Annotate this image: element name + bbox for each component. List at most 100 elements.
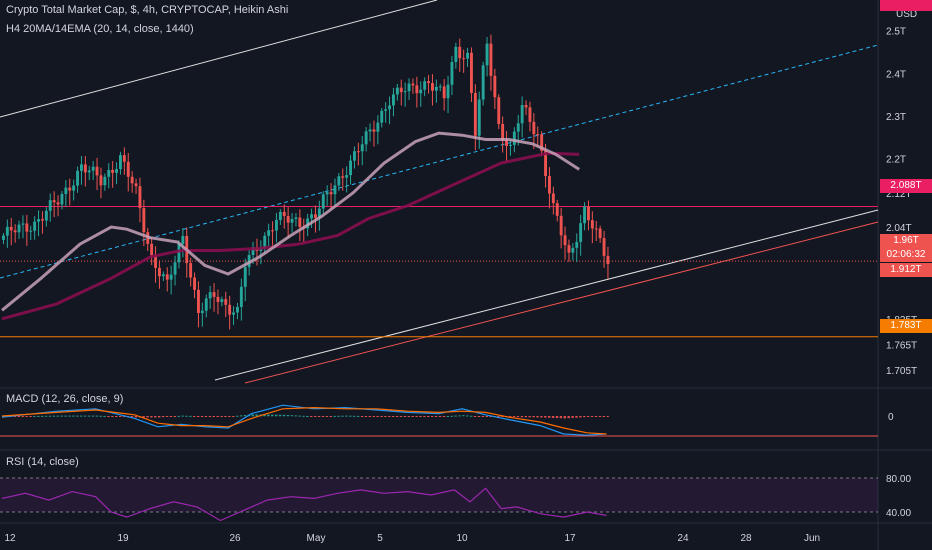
candle (349, 155, 352, 185)
candle (473, 84, 477, 151)
candle-body (536, 134, 540, 136)
candle (442, 79, 446, 111)
macd-histogram-bar (368, 416, 371, 417)
macd-histogram-bar (80, 415, 83, 417)
macd-histogram-bar (563, 416, 566, 419)
candle (294, 213, 298, 227)
macd-histogram-bar (392, 416, 395, 417)
candle-body (579, 223, 583, 242)
candle-body (298, 217, 302, 228)
candle-body (228, 304, 232, 315)
macd-histogram-bar (13, 416, 17, 417)
candle-body (462, 58, 466, 60)
macd-histogram-bar (25, 416, 28, 417)
candle-body (44, 210, 48, 221)
candle-body (41, 219, 44, 221)
y-tick-label: 1.765T (886, 340, 917, 351)
candle-body (60, 193, 64, 205)
candle (130, 171, 134, 193)
candle (64, 180, 68, 207)
candle (286, 207, 290, 238)
candle (403, 82, 407, 107)
candle-body (587, 206, 590, 221)
macd-histogram-bar (41, 415, 44, 417)
candle (9, 217, 13, 246)
macd-histogram-bar (509, 416, 512, 417)
macd-histogram-bar (399, 416, 403, 417)
candle (224, 291, 228, 318)
x-tick-label: Jun (804, 533, 820, 544)
candle-body (427, 81, 430, 84)
macd-histogram-bar (306, 416, 309, 417)
candle (232, 306, 235, 326)
x-tick-label: May (307, 533, 326, 544)
macd-histogram-bar (524, 416, 527, 418)
candle-body (154, 255, 157, 268)
macd-histogram-bar (356, 415, 360, 417)
macd-histogram-bar (466, 415, 469, 417)
macd-histogram-bar (251, 414, 254, 417)
candle (450, 55, 454, 96)
candle (107, 163, 111, 189)
macd-histogram-bar (353, 415, 356, 417)
candle (290, 213, 294, 233)
candle (173, 255, 177, 286)
candle-body (563, 235, 567, 246)
macd-histogram-bar (384, 416, 387, 417)
macd-histogram-bar (91, 415, 95, 417)
level-1912-tag: 1.912T (880, 263, 932, 277)
candle (169, 265, 173, 295)
rsi-label: RSI (14, close) (6, 456, 79, 468)
candle (41, 211, 44, 234)
candle-body (267, 230, 271, 236)
candle (150, 237, 154, 266)
candle-body (399, 87, 403, 93)
candle-body (395, 87, 399, 95)
candle-body (575, 241, 579, 248)
candle (454, 42, 458, 69)
candle (559, 207, 563, 249)
macd-histogram-bar (579, 416, 582, 418)
candle (384, 102, 388, 123)
candle-body (551, 193, 555, 204)
candle-body (415, 85, 419, 94)
candle (594, 220, 598, 242)
macd-histogram-bar (17, 416, 20, 417)
candle (33, 216, 37, 240)
macd-histogram-bar (193, 416, 196, 417)
candle-body (349, 160, 352, 176)
macd-histogram-bar (450, 415, 453, 417)
macd-histogram-bar (302, 415, 305, 417)
candle (95, 157, 99, 191)
macd-histogram-bar (477, 416, 481, 417)
candle-body (364, 131, 368, 145)
candle (509, 138, 512, 156)
candle-body (126, 161, 130, 177)
macd-histogram-bar (458, 415, 461, 417)
x-tick-label: 12 (4, 533, 16, 544)
candle (154, 246, 157, 283)
candle-body (602, 238, 606, 256)
candle (407, 78, 411, 100)
macd-histogram-bar (64, 415, 67, 417)
macd-histogram-bar (122, 416, 126, 417)
candle (44, 207, 48, 227)
candle-body (37, 219, 40, 222)
macd-histogram-bar (224, 416, 227, 417)
macd-histogram-bar (111, 416, 114, 417)
candle (115, 162, 118, 185)
candle-body (212, 292, 216, 297)
macd-histogram-bar (501, 416, 504, 417)
candle-body (91, 166, 95, 171)
candle (388, 96, 391, 125)
candle (197, 281, 200, 328)
candle (329, 183, 333, 210)
macd-histogram-bar (489, 416, 492, 417)
macd-histogram-bar (200, 416, 204, 417)
candle-body (501, 124, 505, 140)
candle-body (52, 200, 56, 203)
macd-histogram-bar (536, 416, 539, 418)
macd-histogram-bar (150, 416, 153, 418)
candle-body (524, 105, 528, 108)
